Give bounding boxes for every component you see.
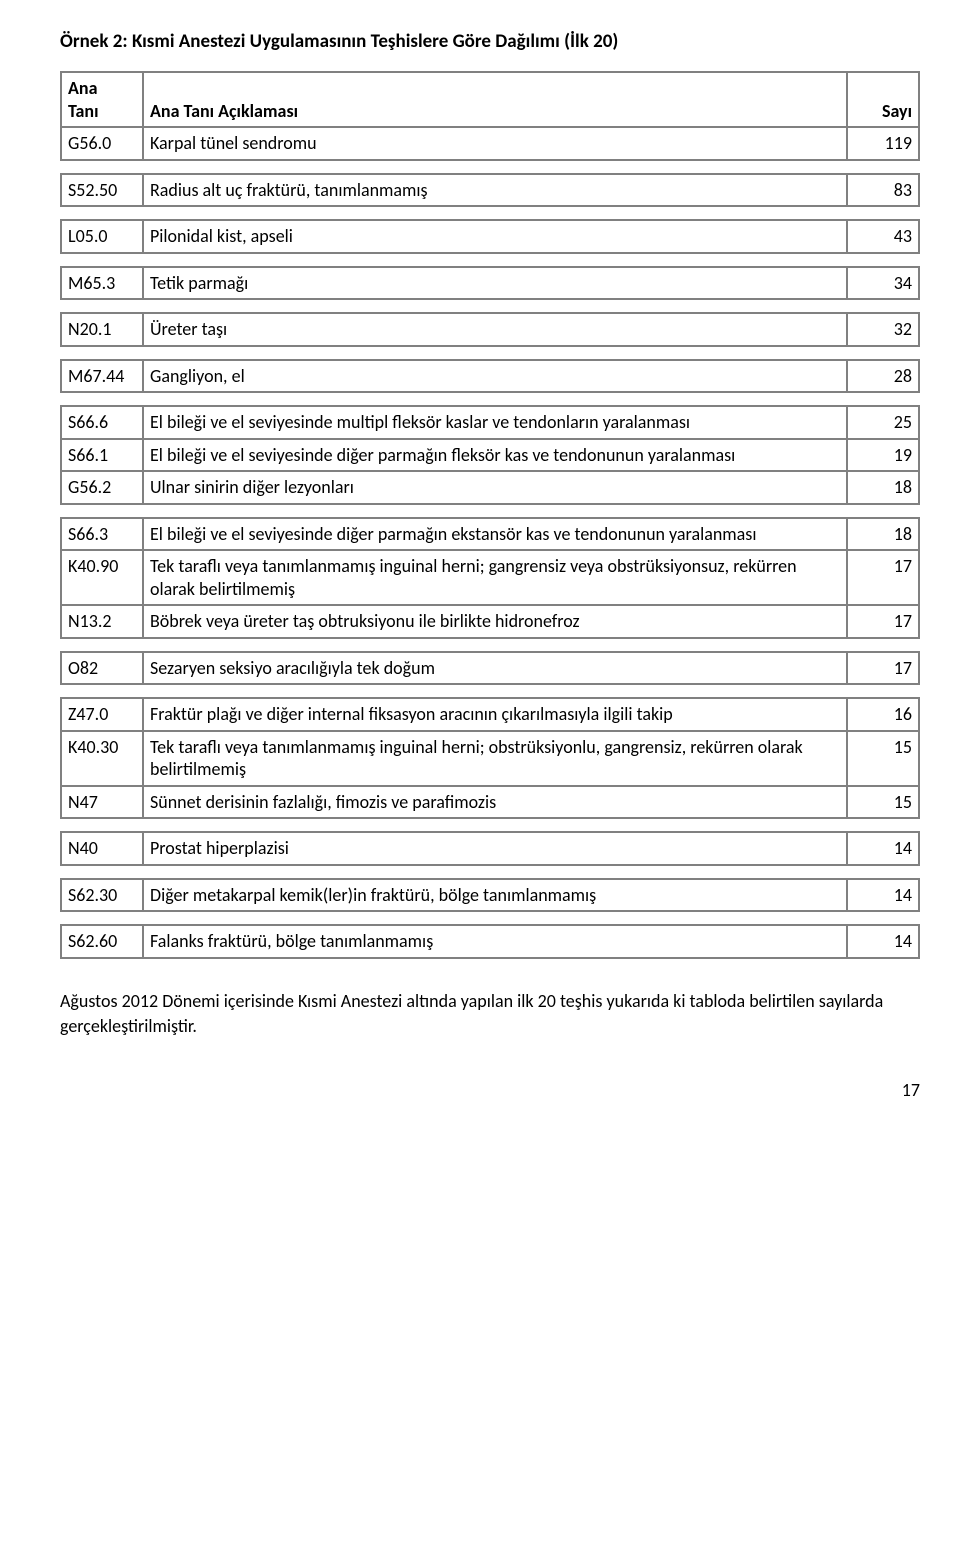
cell-desc: Falanks fraktürü, bölge tanımlanmamış	[143, 925, 847, 958]
cell-count: 18	[847, 471, 919, 504]
cell-desc: Böbrek veya üreter taş obtruksiyonu ile …	[143, 605, 847, 638]
cell-count: 15	[847, 786, 919, 819]
diagnosis-table: S52.50Radius alt uç fraktürü, tanımlanma…	[60, 173, 920, 208]
cell-count: 19	[847, 439, 919, 472]
diagnosis-table: O82Sezaryen seksiyo aracılığıyla tek doğ…	[60, 651, 920, 686]
table-row: N13.2Böbrek veya üreter taş obtruksiyonu…	[61, 605, 919, 638]
table-row: L05.0Pilonidal kist, apseli43	[61, 220, 919, 253]
diagnosis-table: S62.60Falanks fraktürü, bölge tanımlanma…	[60, 924, 920, 959]
table-row: S66.1El bileği ve el seviyesinde diğer p…	[61, 439, 919, 472]
cell-count: 14	[847, 832, 919, 865]
cell-code: S62.30	[61, 879, 143, 912]
cell-count: 14	[847, 879, 919, 912]
table-row: N40Prostat hiperplazisi14	[61, 832, 919, 865]
cell-desc: Karpal tünel sendromu	[143, 127, 847, 160]
cell-code: N47	[61, 786, 143, 819]
cell-code: L05.0	[61, 220, 143, 253]
page-title: Örnek 2: Kısmi Anestezi Uygulamasının Te…	[60, 30, 920, 53]
cell-code: G56.0	[61, 127, 143, 160]
table-row: N47Sünnet derisinin fazlalığı, fimozis v…	[61, 786, 919, 819]
page-number: 17	[60, 1079, 920, 1101]
cell-desc: Tetik parmağı	[143, 267, 847, 300]
cell-desc: Tek taraflı veya tanımlanmamış inguinal …	[143, 731, 847, 786]
table-row: G56.0Karpal tünel sendromu119	[61, 127, 919, 160]
cell-count: 18	[847, 518, 919, 551]
cell-desc: Diğer metakarpal kemik(ler)in fraktürü, …	[143, 879, 847, 912]
diagnosis-table: M67.44Gangliyon, el28	[60, 359, 920, 394]
header-count: Sayı	[847, 72, 919, 127]
cell-desc: Ulnar sinirin diğer lezyonları	[143, 471, 847, 504]
cell-code: M65.3	[61, 267, 143, 300]
cell-desc: Sezaryen seksiyo aracılığıyla tek doğum	[143, 652, 847, 685]
table-row: S62.30Diğer metakarpal kemik(ler)in frak…	[61, 879, 919, 912]
diagnosis-table: S62.30Diğer metakarpal kemik(ler)in frak…	[60, 878, 920, 913]
cell-code: S66.1	[61, 439, 143, 472]
header-desc: Ana Tanı Açıklaması	[143, 72, 847, 127]
cell-code: N13.2	[61, 605, 143, 638]
table-row: S52.50Radius alt uç fraktürü, tanımlanma…	[61, 174, 919, 207]
cell-code: G56.2	[61, 471, 143, 504]
diagnosis-table: Z47.0Fraktür plağı ve diğer internal fik…	[60, 697, 920, 819]
cell-code: N40	[61, 832, 143, 865]
cell-count: 16	[847, 698, 919, 731]
cell-count: 17	[847, 605, 919, 638]
cell-desc: Prostat hiperplazisi	[143, 832, 847, 865]
table-row: Z47.0Fraktür plağı ve diğer internal fik…	[61, 698, 919, 731]
table-row: S62.60Falanks fraktürü, bölge tanımlanma…	[61, 925, 919, 958]
table-row: M65.3Tetik parmağı34	[61, 267, 919, 300]
table-row: O82Sezaryen seksiyo aracılığıyla tek doğ…	[61, 652, 919, 685]
cell-desc: Pilonidal kist, apseli	[143, 220, 847, 253]
cell-count: 14	[847, 925, 919, 958]
table-row: S66.6El bileği ve el seviyesinde multipl…	[61, 406, 919, 439]
cell-count: 15	[847, 731, 919, 786]
cell-desc: Fraktür plağı ve diğer internal fiksasyo…	[143, 698, 847, 731]
cell-code: S66.3	[61, 518, 143, 551]
cell-desc: Sünnet derisinin fazlalığı, fimozis ve p…	[143, 786, 847, 819]
cell-count: 25	[847, 406, 919, 439]
cell-code: O82	[61, 652, 143, 685]
table-row: S66.3El bileği ve el seviyesinde diğer p…	[61, 518, 919, 551]
cell-code: N20.1	[61, 313, 143, 346]
cell-desc: Tek taraflı veya tanımlanmamış inguinal …	[143, 550, 847, 605]
cell-count: 17	[847, 652, 919, 685]
cell-code: Z47.0	[61, 698, 143, 731]
footer-text: Ağustos 2012 Dönemi içerisinde Kısmi Ane…	[60, 989, 920, 1039]
cell-code: S66.6	[61, 406, 143, 439]
diagnosis-table: S66.3El bileği ve el seviyesinde diğer p…	[60, 517, 920, 639]
diagnosis-table: N20.1Üreter taşı32	[60, 312, 920, 347]
diagnosis-table: M65.3Tetik parmağı34	[60, 266, 920, 301]
cell-desc: Radius alt uç fraktürü, tanımlanmamış	[143, 174, 847, 207]
header-code: Ana Tanı	[61, 72, 143, 127]
cell-code: S62.60	[61, 925, 143, 958]
cell-code: K40.30	[61, 731, 143, 786]
cell-count: 83	[847, 174, 919, 207]
table-row: N20.1Üreter taşı32	[61, 313, 919, 346]
cell-desc: Üreter taşı	[143, 313, 847, 346]
table-header-row: Ana TanıAna Tanı AçıklamasıSayı	[61, 72, 919, 127]
table-row: G56.2Ulnar sinirin diğer lezyonları18	[61, 471, 919, 504]
table-row: K40.30Tek taraflı veya tanımlanmamış ing…	[61, 731, 919, 786]
cell-count: 17	[847, 550, 919, 605]
cell-desc: El bileği ve el seviyesinde diğer parmağ…	[143, 518, 847, 551]
cell-code: K40.90	[61, 550, 143, 605]
table-row: K40.90Tek taraflı veya tanımlanmamış ing…	[61, 550, 919, 605]
cell-desc: Gangliyon, el	[143, 360, 847, 393]
diagnosis-table: Ana TanıAna Tanı AçıklamasıSayıG56.0Karp…	[60, 71, 920, 161]
cell-desc: El bileği ve el seviyesinde multipl flek…	[143, 406, 847, 439]
diagnosis-table: S66.6El bileği ve el seviyesinde multipl…	[60, 405, 920, 505]
cell-count: 34	[847, 267, 919, 300]
cell-count: 28	[847, 360, 919, 393]
cell-count: 43	[847, 220, 919, 253]
cell-count: 119	[847, 127, 919, 160]
cell-code: M67.44	[61, 360, 143, 393]
cell-code: S52.50	[61, 174, 143, 207]
table-row: M67.44Gangliyon, el28	[61, 360, 919, 393]
diagnosis-table: L05.0Pilonidal kist, apseli43	[60, 219, 920, 254]
cell-desc: El bileği ve el seviyesinde diğer parmağ…	[143, 439, 847, 472]
tables-container: Ana TanıAna Tanı AçıklamasıSayıG56.0Karp…	[60, 71, 920, 959]
cell-count: 32	[847, 313, 919, 346]
diagnosis-table: N40Prostat hiperplazisi14	[60, 831, 920, 866]
